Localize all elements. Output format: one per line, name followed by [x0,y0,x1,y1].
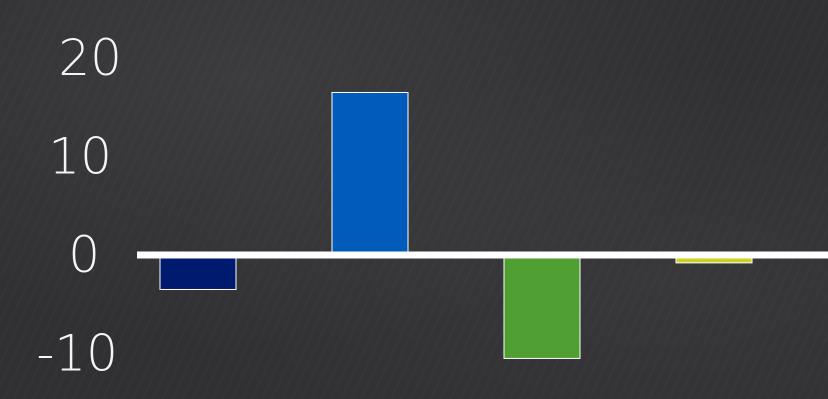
bar-2 [331,91,409,256]
bar-1 [159,254,237,290]
y-tick-label-minus-10: -10 [36,325,118,383]
y-tick-label-20: 20 [58,29,122,87]
bar-series [159,91,753,359]
y-tick-label-10: 10 [48,128,112,186]
bar-3 [503,254,581,359]
y-tick-label-0: 0 [68,226,100,284]
y-axis-tick-labels: 20 10 0 -10 [36,29,122,383]
